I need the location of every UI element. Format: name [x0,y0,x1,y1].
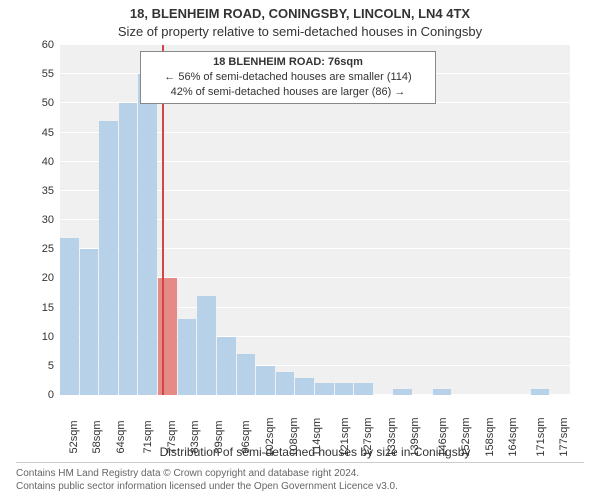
y-tick-label: 25 [14,243,54,255]
bar [80,249,99,395]
bar [119,103,138,395]
annotation-line1: ← 56% of semi-detached houses are smalle… [147,70,429,85]
footer-line1: Contains HM Land Registry data © Crown c… [16,467,584,480]
chart-title-main: 18, BLENHEIM ROAD, CONINGSBY, LINCOLN, L… [0,6,600,21]
chart-title-sub: Size of property relative to semi-detach… [0,24,600,39]
y-tick-label: 10 [14,331,54,343]
chart-container: 18, BLENHEIM ROAD, CONINGSBY, LINCOLN, L… [0,0,600,500]
bar [354,383,373,395]
bar [99,121,118,395]
bar [138,74,157,395]
bar [256,366,275,395]
annotation-line2: 42% of semi-detached houses are larger (… [147,85,429,100]
y-tick-label: 15 [14,302,54,314]
y-tick-label: 30 [14,214,54,226]
bar [315,383,334,395]
bar [197,296,216,395]
annotation-box: 18 BLENHEIM ROAD: 76sqm ← 56% of semi-de… [140,51,436,104]
footer-line2: Contains public sector information licen… [16,480,584,493]
y-tick-label: 50 [14,97,54,109]
x-axis-title: Distribution of semi-detached houses by … [60,445,570,459]
attribution-footer: Contains HM Land Registry data © Crown c… [16,462,584,493]
plot-area: 18 BLENHEIM ROAD: 76sqm ← 56% of semi-de… [60,45,570,395]
bar [295,378,314,396]
bar [237,354,256,395]
y-tick-label: 60 [14,39,54,51]
bar [531,389,550,395]
bar [178,319,197,395]
bar [60,238,79,396]
y-tick-label: 20 [14,272,54,284]
bar [335,383,354,395]
y-tick-label: 5 [14,360,54,372]
y-tick-label: 55 [14,68,54,80]
y-tick-label: 45 [14,127,54,139]
bar [276,372,295,395]
y-tick-label: 35 [14,185,54,197]
y-tick-label: 40 [14,156,54,168]
bar [217,337,236,395]
bar [393,389,412,395]
bar-highlight [158,278,177,395]
bar [433,389,452,395]
annotation-title: 18 BLENHEIM ROAD: 76sqm [147,55,429,70]
y-tick-label: 0 [14,389,54,401]
